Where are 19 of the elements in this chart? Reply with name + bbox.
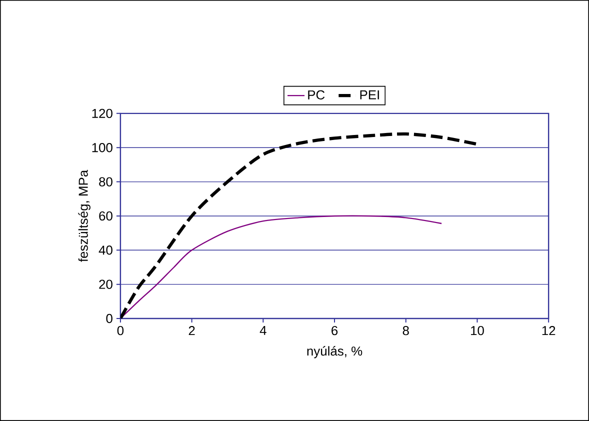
y-tick-label: 60 xyxy=(99,211,112,221)
y-tick-label: 100 xyxy=(92,143,112,152)
y-tick-label: 40 xyxy=(98,246,112,255)
x-axis-title: nyúlás, % xyxy=(307,346,362,358)
legend-label: PEI xyxy=(360,90,379,100)
y-tick-label: 80 xyxy=(99,177,112,186)
legend-label: PC xyxy=(308,90,325,100)
x-tick-label: 6 xyxy=(332,326,338,336)
x-tick-label: 12 xyxy=(542,326,556,336)
y-tick-label: 120 xyxy=(92,108,112,118)
x-tick-label: 0 xyxy=(117,326,124,336)
y-tick-label: 20 xyxy=(99,280,112,289)
y-tick-label: 0 xyxy=(106,314,112,324)
x-tick-label: 10 xyxy=(471,326,484,336)
x-tick-label: 8 xyxy=(402,326,409,336)
line-series xyxy=(120,132,479,319)
x-tick-label: 2 xyxy=(188,326,195,336)
x-tick-label: 4 xyxy=(260,326,266,335)
y-axis-title: feszültség, MPa xyxy=(78,170,90,262)
